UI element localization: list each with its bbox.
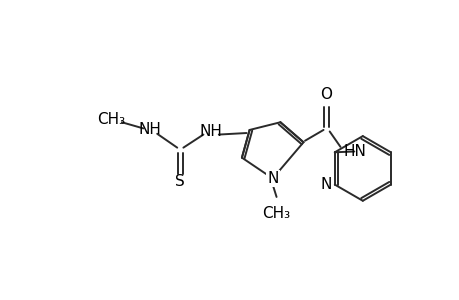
Text: N: N [319, 177, 331, 192]
Text: NH: NH [199, 124, 222, 139]
Text: S: S [175, 174, 185, 189]
Text: N: N [266, 171, 278, 186]
Text: NH: NH [138, 122, 161, 137]
Text: HN: HN [343, 144, 366, 159]
Text: CH₃: CH₃ [262, 206, 290, 221]
Text: O: O [320, 87, 332, 102]
Text: CH₃: CH₃ [97, 112, 125, 127]
